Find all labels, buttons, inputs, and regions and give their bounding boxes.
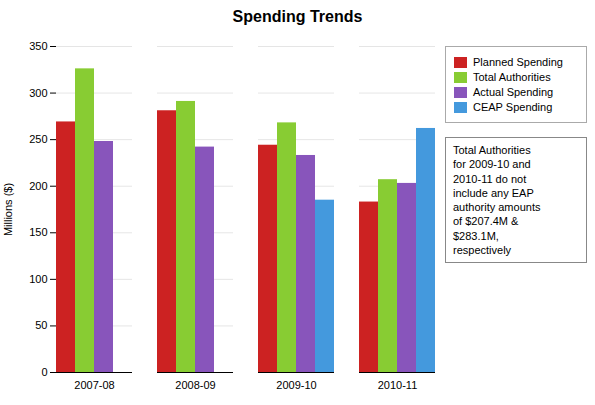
svg-text:2007-08: 2007-08 [74,379,114,391]
svg-text:0: 0 [41,366,47,378]
svg-text:100: 100 [29,273,47,285]
html-text:Planned Spending: Planned Spending [473,56,563,68]
html-text:Spending Trends: Spending Trends [232,8,363,25]
svg-text:250: 250 [29,133,47,145]
svg-text:2009-10: 2009-10 [276,379,316,391]
svg-text:300: 300 [29,87,47,99]
svg-text:2008-09: 2008-09 [175,379,215,391]
svg-text:350: 350 [29,40,47,52]
svg-text:150: 150 [29,226,47,238]
html-text:Total Authorities for 2009-10: Total Authorities for 2009-10 and 2010-1… [453,144,541,257]
svg-text:200: 200 [29,180,47,192]
html-text:Actual Spending: Actual Spending [473,86,554,98]
svg-text:Millions ($): Millions ($) [2,183,14,236]
svg-text:50: 50 [35,319,47,331]
html-text:Total Authorities: Total Authorities [473,71,551,83]
html-text:CEAP Spending: CEAP Spending [473,101,553,113]
svg-text:2010-11: 2010-11 [378,379,418,391]
